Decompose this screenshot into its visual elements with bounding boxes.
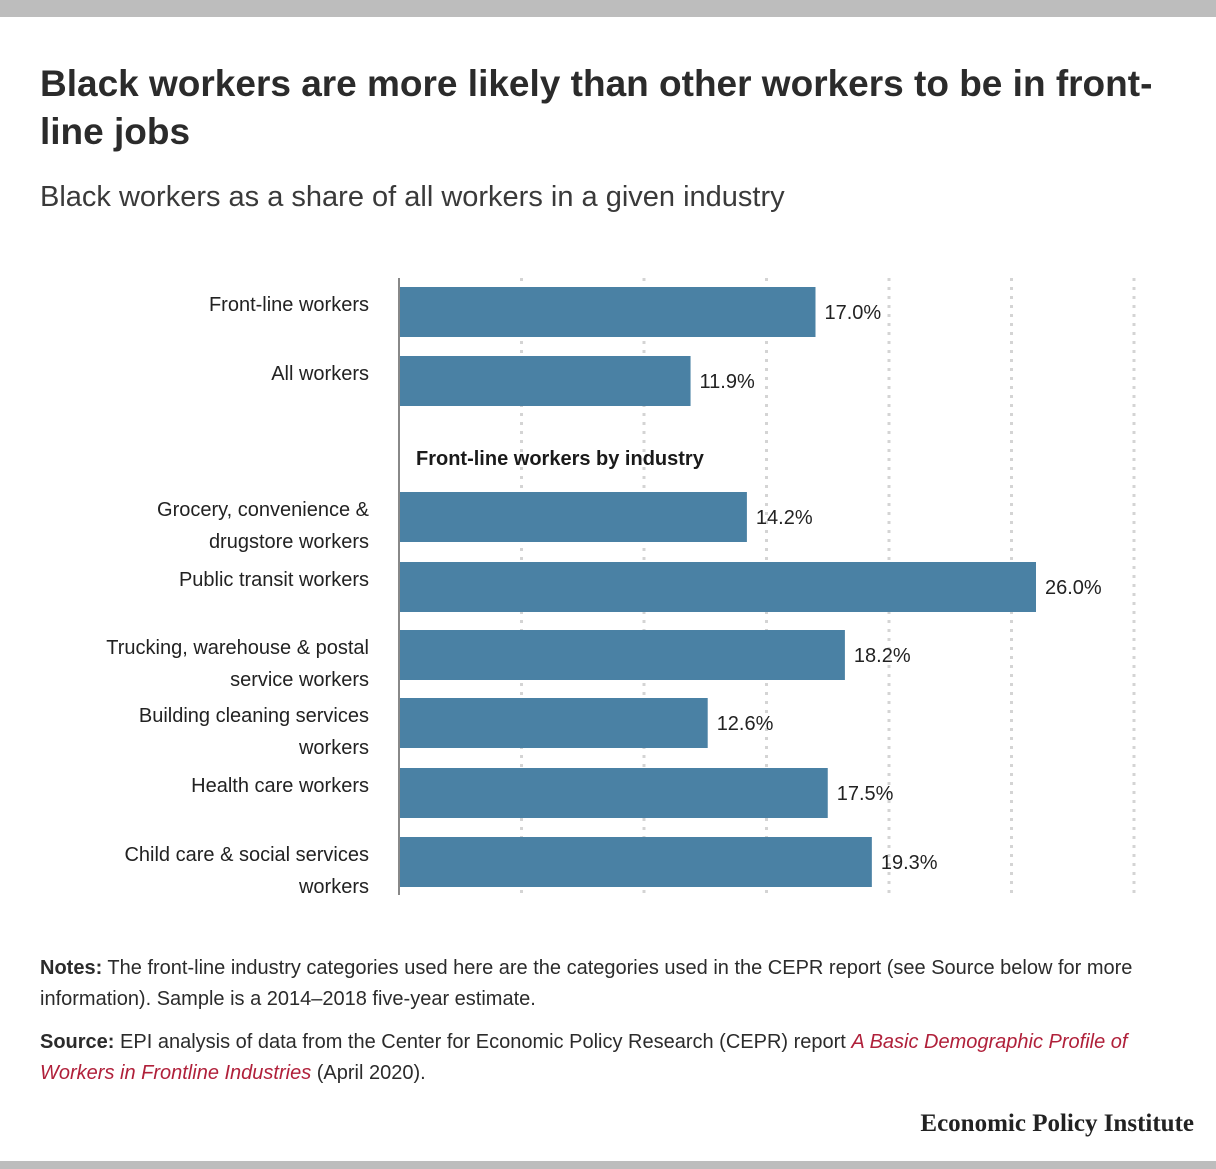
bar-2 bbox=[399, 492, 747, 542]
category-label-4: Trucking, warehouse & postal service work… bbox=[106, 637, 369, 691]
bar-5 bbox=[399, 698, 708, 748]
value-label-0: 17.0% bbox=[825, 302, 882, 324]
source: Source: EPI analysis of data from the Ce… bbox=[40, 1027, 1180, 1089]
top-rule bbox=[0, 0, 1216, 17]
section-label: Front-line workers by industry bbox=[416, 448, 705, 470]
bar-6 bbox=[399, 768, 828, 818]
bar-4 bbox=[399, 630, 845, 680]
value-label-5: 12.6% bbox=[717, 713, 774, 735]
category-labels: Front-line workers All workers Grocery, co… bbox=[106, 294, 369, 898]
value-label-3: 26.0% bbox=[1045, 577, 1102, 599]
brand-logo-text: Economic Policy Institute bbox=[920, 1110, 1194, 1137]
bar-1 bbox=[399, 356, 691, 406]
chart-title: Black workers are more likely than other… bbox=[40, 63, 1153, 152]
bars bbox=[399, 287, 1036, 887]
category-label-3: Public transit workers bbox=[179, 569, 369, 591]
source-text-before: EPI analysis of data from the Center for… bbox=[114, 1031, 852, 1053]
source-report-link[interactable]: A Basic Demographic Profile of Workers i… bbox=[40, 1031, 1128, 1084]
source-text-after: (April 2020). bbox=[311, 1062, 426, 1084]
chart-subtitle: Black workers as a share of all workers … bbox=[40, 181, 785, 213]
notes: Notes: The front-line industry categorie… bbox=[40, 953, 1180, 1015]
category-label-7: Child care & social services workers bbox=[124, 844, 369, 898]
value-label-4: 18.2% bbox=[854, 645, 911, 667]
bottom-rule bbox=[0, 1161, 1216, 1169]
category-label-0: Front-line workers bbox=[209, 294, 369, 316]
value-label-7: 19.3% bbox=[881, 852, 938, 874]
category-label-2: Grocery, convenience & drugstore workers bbox=[157, 499, 370, 553]
bar-chart: Front-line workers All workers Grocery, co… bbox=[106, 278, 1136, 898]
notes-label: Notes: bbox=[40, 957, 103, 979]
notes-text: The front-line industry categories used … bbox=[40, 957, 1133, 1010]
category-label-5: Building cleaning services workers bbox=[139, 705, 369, 759]
value-labels: 17.0% 11.9% 14.2% 26.0% 18.2% 12.6% 17.5% 19.3% bbox=[700, 302, 1102, 874]
category-label-6: Health care workers bbox=[191, 775, 369, 797]
value-label-6: 17.5% bbox=[837, 783, 894, 805]
bar-7 bbox=[399, 837, 872, 887]
bar-3 bbox=[399, 562, 1036, 612]
source-label: Source: bbox=[40, 1031, 115, 1053]
bar-0 bbox=[399, 287, 816, 337]
value-label-2: 14.2% bbox=[756, 507, 813, 529]
category-label-1: All workers bbox=[271, 363, 369, 385]
value-label-1: 11.9% bbox=[700, 371, 755, 393]
